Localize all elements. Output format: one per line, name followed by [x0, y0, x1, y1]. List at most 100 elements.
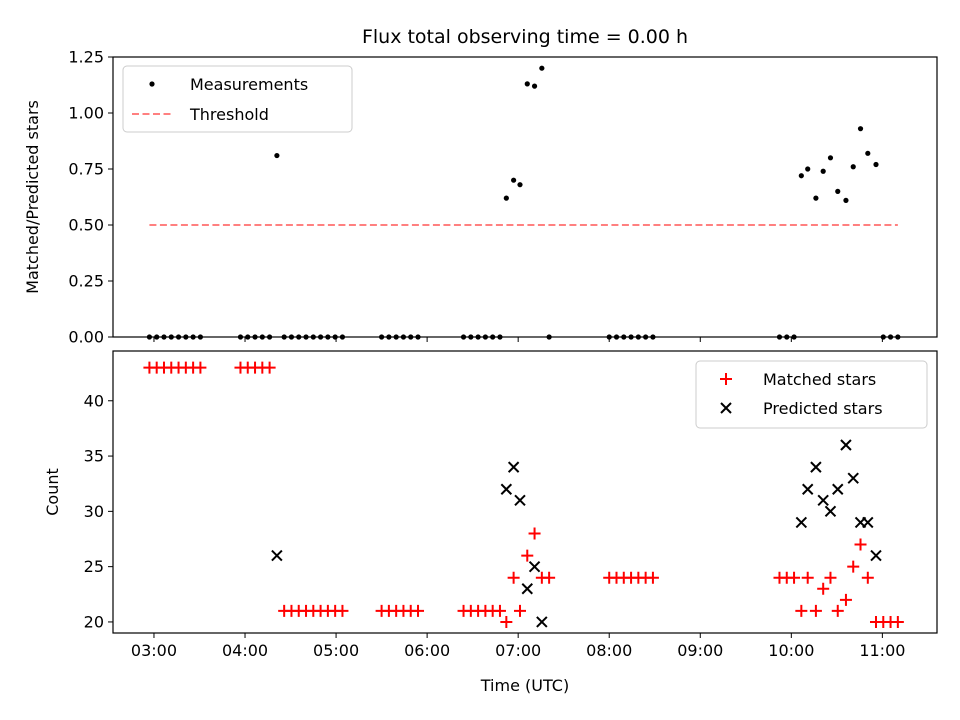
top-y-tick-label: 1.00	[68, 104, 104, 123]
measurement-point	[850, 164, 856, 170]
matched-star-point	[854, 538, 867, 551]
matched-star-point	[824, 571, 837, 584]
top-plot-frame	[112, 56, 938, 338]
matched-star-point	[336, 604, 349, 617]
predicted-star-point	[824, 505, 837, 518]
predicted-star-point	[507, 461, 520, 473]
top-y-axis-label: Matched/Predicted stars	[23, 100, 42, 294]
predicted-star-point	[832, 483, 844, 495]
matched-stars-points	[143, 361, 904, 628]
matched-star-point	[861, 571, 874, 584]
bottom-x-tick-label: 03:00	[131, 641, 177, 660]
predicted-star-point	[514, 494, 526, 507]
bottom-x-tick-label: 07:00	[495, 641, 541, 660]
bottom-y-axis-label: Count	[43, 468, 62, 516]
matched-star-point	[263, 361, 276, 374]
predicted-star-point	[847, 472, 859, 484]
predicted-star-point	[840, 439, 852, 451]
matched-star-point	[493, 604, 506, 617]
measurement-point	[798, 173, 804, 179]
bottom-y-tick-label: 20	[84, 612, 104, 631]
matched-star-point	[646, 571, 659, 584]
bottom-y-tick-label: 30	[84, 502, 104, 521]
predicted-star-point	[870, 549, 882, 562]
matched-star-point	[528, 527, 541, 540]
matched-star-point	[513, 604, 526, 617]
top-axis-ticks: 0.00 0.25 0.50 0.75 1.00 1.25	[68, 48, 883, 347]
measurement-point	[865, 150, 871, 156]
matched-star-point	[500, 615, 513, 628]
legend-threshold-label: Threshold	[189, 105, 269, 124]
matched-star-point	[839, 593, 852, 606]
top-y-tick-label: 1.25	[68, 48, 104, 67]
predicted-star-point	[817, 494, 829, 507]
bottom-x-tick-label: 11:00	[859, 641, 905, 660]
matched-star-point	[194, 361, 207, 374]
measurement-point	[517, 182, 523, 188]
predicted-star-point	[810, 461, 822, 473]
measurement-point	[531, 83, 538, 89]
top-y-tick-label: 0.75	[68, 160, 104, 179]
bottom-y-tick-label: 35	[84, 447, 104, 466]
measurement-point	[503, 195, 509, 201]
matched-star-point	[809, 604, 822, 617]
bottom-x-axis-label: Time (UTC)	[480, 676, 569, 695]
legend-predicted-marker	[720, 402, 732, 414]
matched-star-point	[847, 560, 860, 573]
measurement-point	[843, 197, 849, 203]
bottom-x-tick-label: 09:00	[677, 641, 723, 660]
measurement-point	[805, 166, 811, 172]
matched-star-point	[521, 549, 534, 562]
top-y-tick-label: 0.00	[68, 328, 104, 347]
bottom-y-tick-label: 25	[84, 557, 104, 576]
matched-star-point	[817, 582, 830, 595]
measurement-point	[827, 155, 834, 161]
legend-predicted-label: Predicted stars	[763, 399, 883, 418]
bottom-legend-box	[695, 360, 928, 429]
measurement-point	[511, 177, 517, 183]
bottom-plot-frame	[112, 350, 938, 634]
matched-star-point	[788, 571, 801, 584]
bottom-y-tick-label: 40	[84, 391, 104, 410]
predicted-stars-points	[271, 439, 882, 628]
legend-matched-label: Matched stars	[763, 370, 876, 389]
top-legend-box	[122, 65, 353, 133]
matched-star-point	[891, 615, 904, 628]
predicted-star-point	[862, 516, 874, 529]
top-y-tick-label: 0.25	[68, 272, 104, 291]
measurement-point	[873, 161, 879, 168]
top-y-tick-label: 0.50	[68, 216, 104, 235]
measurement-point	[813, 195, 819, 201]
predicted-star-point	[271, 549, 283, 562]
matched-star-point	[412, 604, 425, 617]
matched-star-point	[507, 571, 520, 584]
predicted-star-point	[536, 616, 548, 628]
predicted-star-point	[521, 583, 533, 595]
top-chart-title: Flux total observing time = 0.00 h	[362, 26, 688, 48]
legend-measurements-label: Measurements	[190, 75, 308, 94]
bottom-x-tick-label: 10:00	[768, 641, 814, 660]
legend-matched-marker	[720, 373, 732, 385]
bottom-x-tick-label: 04:00	[222, 641, 268, 660]
predicted-star-point	[500, 483, 513, 495]
measurement-point	[857, 126, 864, 132]
predicted-star-point	[802, 483, 814, 495]
measurement-point	[539, 65, 545, 71]
bottom-legend: Matched stars Predicted stars	[695, 360, 928, 429]
bottom-x-tick-label: 06:00	[404, 641, 450, 660]
bottom-x-tick-label: 08:00	[586, 641, 632, 660]
bottom-axis-ticks: 20 25 30 35 40 03:00 04:00 05:00 06:00 07:00 08:00…	[84, 391, 906, 660]
legend-measurements-marker	[149, 81, 155, 87]
measurement-point	[835, 188, 841, 194]
measurement-point	[274, 152, 280, 159]
matched-star-point	[831, 604, 844, 617]
count-subplot: Count Time (UTC) 20 25 30 35 40 03:00 04:00 05:…	[43, 350, 938, 695]
matched-star-point	[543, 571, 556, 584]
measurement-point	[820, 168, 826, 174]
ratio-subplot: Flux total observing time = 0.00 h Match…	[23, 26, 938, 347]
matched-star-point	[795, 604, 808, 617]
bottom-x-tick-label: 05:00	[313, 641, 359, 660]
predicted-star-point	[528, 560, 541, 573]
predicted-star-point	[795, 516, 808, 529]
